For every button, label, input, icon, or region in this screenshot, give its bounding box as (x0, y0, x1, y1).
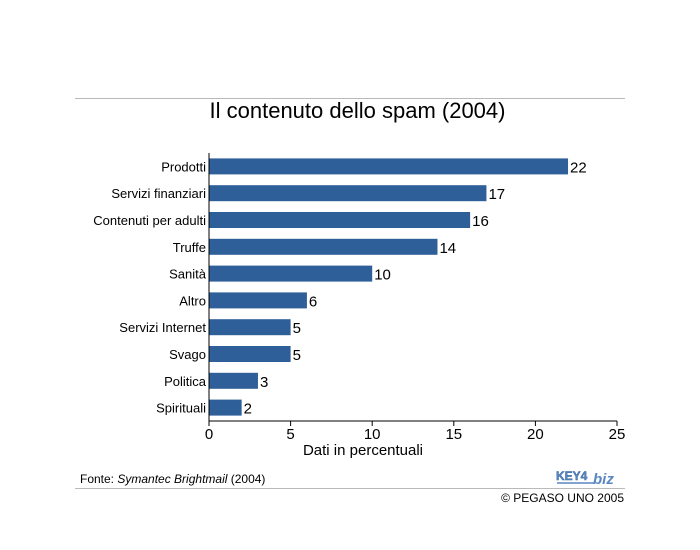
category-label: Spirituali (156, 401, 206, 416)
x-tick-label: 5 (286, 426, 294, 443)
category-label: Svago (169, 347, 206, 362)
data-label: 3 (260, 374, 268, 391)
key4biz-logo: KEY4 biz (556, 469, 615, 487)
category-label: Servizi Internet (119, 320, 206, 335)
category-label: Altro (179, 293, 206, 308)
source-name: Symantec Brightmail (117, 472, 228, 486)
logo-text-right: biz (593, 471, 614, 487)
x-tick-label: 20 (527, 426, 544, 443)
category-label: Sanità (169, 267, 207, 282)
category-label: Truffe (173, 240, 206, 255)
x-tick-label: 10 (364, 426, 381, 443)
x-axis-label: Dati in percentuali (303, 442, 423, 459)
chart-title: Il contenuto dello spam (2004) (209, 98, 506, 123)
bar (209, 346, 291, 362)
bar (209, 265, 373, 282)
data-label: 10 (374, 267, 391, 284)
data-label: 5 (293, 347, 301, 364)
category-label: Servizi finanziari (111, 186, 206, 201)
category-label: Politica (164, 374, 207, 389)
data-label: 17 (488, 186, 505, 203)
x-tick-label: 15 (445, 426, 462, 443)
data-label: 6 (309, 293, 317, 310)
x-tick-label: 0 (205, 426, 213, 443)
bar (209, 185, 487, 202)
bar (209, 238, 438, 255)
bar (209, 212, 471, 228)
bar (209, 292, 307, 309)
x-tick-label: 25 (609, 426, 626, 443)
bar (209, 319, 291, 336)
category-label: Contenuti per adulti (93, 213, 206, 228)
data-label: 5 (293, 320, 301, 337)
data-label: 2 (244, 401, 252, 418)
source-note: Fonte: Symantec Brightmail (2004) (80, 472, 265, 487)
bar (209, 399, 242, 416)
data-label: 22 (570, 159, 587, 176)
source-prefix: Fonte: (80, 472, 118, 486)
bar (209, 372, 258, 389)
top-divider (75, 98, 625, 99)
logo-text-left: KEY4 (556, 469, 588, 483)
copyright-text: © PEGASO UNO 2005 (501, 491, 624, 505)
data-label: 16 (472, 213, 489, 230)
bottom-divider (75, 488, 625, 489)
source-year: (2004) (227, 472, 266, 486)
category-label: Prodotti (161, 159, 206, 174)
data-label: 14 (439, 240, 456, 257)
bar (209, 158, 569, 175)
